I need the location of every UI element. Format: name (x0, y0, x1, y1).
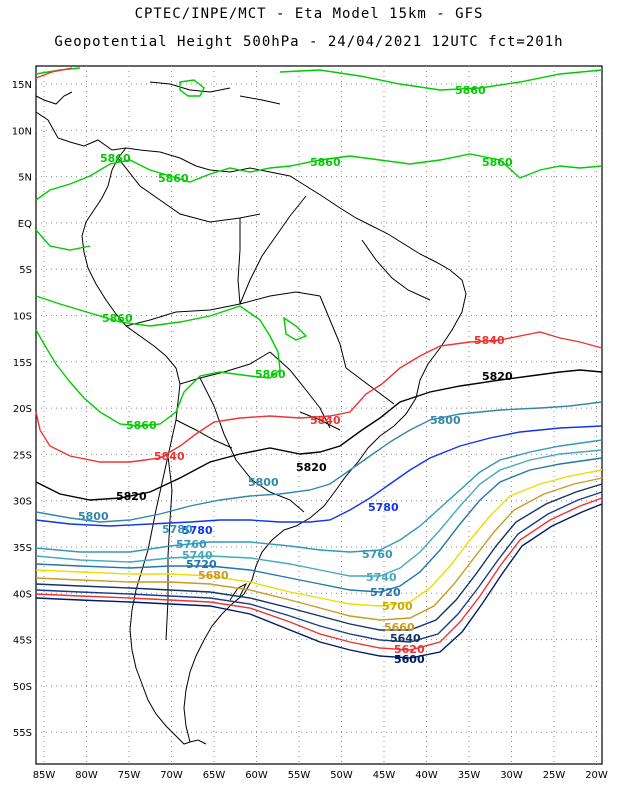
lat-tick-label: 5N (18, 173, 32, 184)
contour-label: 5860 (102, 312, 133, 325)
lat-tick-label: 10N (12, 126, 32, 137)
contour-label: 5600 (394, 653, 425, 666)
contour-lines (35, 67, 603, 659)
lat-tick-label: 55S (13, 728, 32, 739)
lat-tick-label: 20S (13, 404, 32, 415)
lat-tick-label: 10S (13, 312, 32, 323)
contour-label: 5820 (116, 490, 147, 503)
contour-label: 5780 (162, 523, 193, 536)
contour-label: 5860 (158, 172, 189, 185)
lat-tick-label: 25S (13, 450, 32, 461)
contour-label: 5720 (370, 586, 401, 599)
coastlines (35, 81, 467, 745)
lon-tick-label: 45W (373, 770, 396, 781)
contour-label: 5860 (100, 152, 131, 165)
contour-label: 5760 (362, 548, 393, 561)
map-frame (35, 65, 603, 765)
lon-tick-label: 70W (160, 770, 183, 781)
lon-tick-label: 85W (33, 770, 56, 781)
contour-label: 5640 (390, 632, 421, 645)
contour-label: 5680 (198, 569, 229, 582)
contour-label: 5820 (482, 370, 513, 383)
contour-label: 5840 (154, 450, 185, 463)
lat-tick-label: 50S (13, 682, 32, 693)
lon-tick-label: 30W (500, 770, 523, 781)
contour-label: 5620 (394, 643, 425, 656)
lon-tick-label: 65W (203, 770, 226, 781)
contour-label: 5700 (382, 600, 413, 613)
contour-label: 5800 (430, 414, 461, 427)
contour-label: 5860 (255, 368, 286, 381)
lon-tick-label: 25W (543, 770, 566, 781)
lon-tick-label: 40W (415, 770, 438, 781)
longitude-labels: 85W 80W 75W 70W 65W 60W 55W 50W 45W 40W 35W 30W 25W 2… (33, 770, 608, 781)
lat-tick-label: 40S (13, 589, 32, 600)
lat-tick-label: 35S (13, 543, 32, 554)
contour-label: 5860 (482, 156, 513, 169)
contour-label: 5800 (78, 510, 109, 523)
contour-label: 5840 (474, 334, 505, 347)
lon-tick-label: 80W (75, 770, 98, 781)
title-field: Geopotential Height 500hPa - 24/04/2021 … (54, 34, 564, 50)
contour-label: 5860 (126, 419, 157, 432)
lon-tick-label: 50W (330, 770, 353, 781)
lon-tick-label: 75W (118, 770, 141, 781)
contour-label: 5740 (366, 571, 397, 584)
lat-tick-label: 30S (13, 497, 32, 508)
contour-label: 5840 (310, 414, 341, 427)
contour-label: 5860 (455, 84, 486, 97)
title-model: CPTEC/INPE/MCT - Eta Model 15km - GFS (134, 6, 484, 22)
contour-label: 5660 (384, 621, 415, 634)
contour-label: 5760 (176, 538, 207, 551)
lon-tick-label: 60W (245, 770, 268, 781)
contour-label: 5780 (368, 501, 399, 514)
lat-tick-label: 5S (19, 265, 32, 276)
contour-label: 5800 (248, 476, 279, 489)
lat-tick-label: 45S (13, 636, 32, 647)
lon-tick-label: 55W (288, 770, 311, 781)
contour-label: 5860 (310, 156, 341, 169)
lat-tick-label: 15S (13, 358, 32, 369)
contour-label: 5780 (182, 524, 213, 537)
lon-tick-label: 35W (458, 770, 481, 781)
lat-tick-label: 15N (12, 80, 32, 91)
latitude-labels: 15N 10N 5N EQ 5S 10S 15S 20S 25S 30S 35S 40S 45S 50S 5… (12, 80, 32, 739)
lon-tick-label: 20W (585, 770, 608, 781)
contour-label: 5720 (186, 558, 217, 571)
contour-label: 5820 (296, 461, 327, 474)
lat-tick-label: EQ (18, 219, 32, 230)
contour-labels: 5860 5860 5860 5860 5860 5860 5860 5860 … (78, 84, 513, 666)
contour-label: 5740 (182, 549, 213, 562)
